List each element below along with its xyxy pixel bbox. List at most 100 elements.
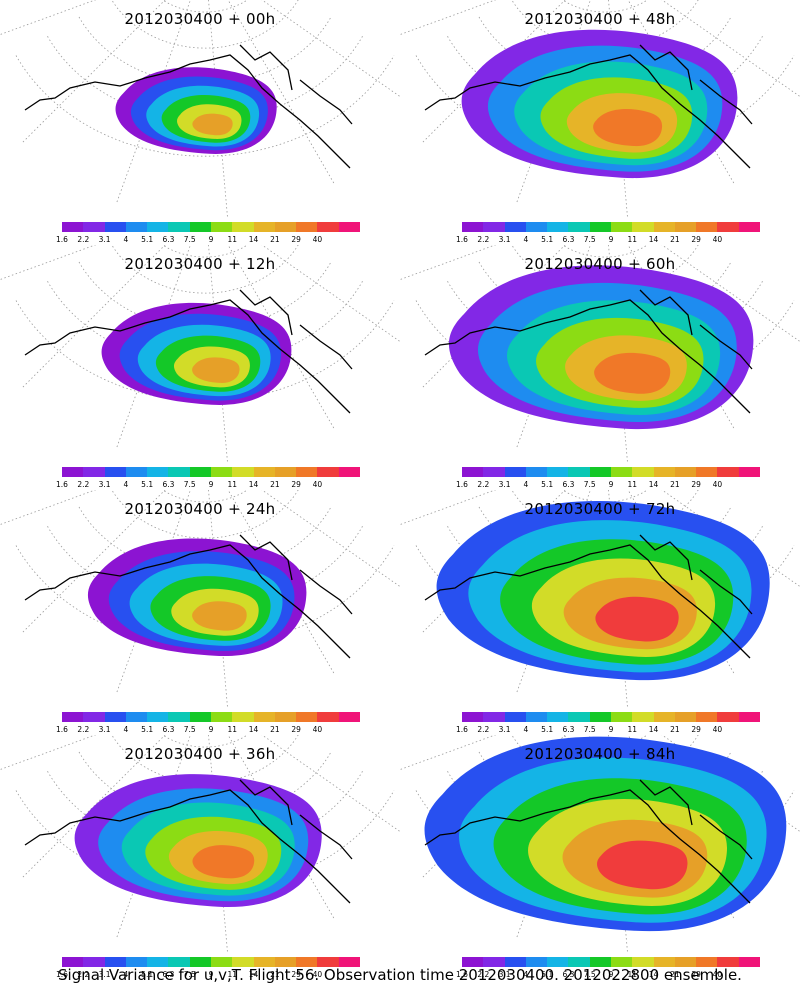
colorbar-tick-label: 40 <box>312 480 323 489</box>
colorbar-swatch <box>147 957 169 967</box>
colorbar-swatch <box>674 467 697 477</box>
colorbar-tick-label: 2.2 <box>77 480 90 489</box>
colorbar-ticks: 1.6 2.2 3.1 4 5.1 6.3 7.5 9 11 14 21 29 40 <box>56 970 360 980</box>
colorbar-tick-label: 1.6 <box>456 480 468 489</box>
colorbar-tick-label: 14 <box>248 235 259 244</box>
colorbar-swatch <box>338 222 360 232</box>
colorbar-tick-label: 2.2 <box>77 235 90 244</box>
colorbar-tick-label: 11 <box>627 480 638 489</box>
variance-contour <box>595 596 679 642</box>
colorbar-swatch <box>632 222 654 232</box>
colorbar-ticks: 1.6 2.2 3.1 4 5.1 6.3 7.5 9 11 14 21 29 40 <box>456 480 760 490</box>
colorbar-tick-label: 40 <box>312 725 323 734</box>
colorbar-tick-label: 7.5 <box>183 480 196 489</box>
colorbar-tick-label: 3.1 <box>98 235 111 244</box>
colorbar-tick-label: 1.6 <box>456 970 468 979</box>
colorbar-tick-label: 5.1 <box>541 235 554 244</box>
coastline <box>24 534 353 659</box>
colorbar-swatch <box>253 712 275 722</box>
colorbar-swatch <box>232 712 254 722</box>
panel-title: 2012030400 + 84h <box>524 745 676 763</box>
colorbar-swatch <box>525 957 548 967</box>
colorbar-swatch <box>253 467 275 477</box>
colorbar-tick-label: 7.5 <box>583 970 596 979</box>
colorbar-swatch <box>168 957 190 967</box>
map-panel: 2012030400 + 60h 1.6 2.2 3.1 4 5.1 6.3 7.5 9 11 14… <box>400 245 800 490</box>
colorbar-swatch <box>125 467 148 477</box>
colorbar-swatch <box>568 222 590 232</box>
colorbar-swatch <box>125 957 148 967</box>
colorbar-tick-label: 21 <box>270 970 280 979</box>
colorbar-tick-label: 5.1 <box>141 235 154 244</box>
variance-field <box>115 67 277 154</box>
polar-projection-map <box>400 0 800 220</box>
colorbar-tick-label: 29 <box>691 725 701 734</box>
colorbar-tick-label: 14 <box>648 970 659 979</box>
colorbar <box>62 467 360 477</box>
colorbar-tick-label: 3.1 <box>498 480 511 489</box>
colorbar-swatch <box>104 222 126 232</box>
colorbar-swatch <box>738 222 760 232</box>
panel-title: 2012030400 + 24h <box>124 500 276 518</box>
colorbar-swatch <box>674 957 697 967</box>
coastline <box>24 44 353 169</box>
colorbar-swatch <box>738 712 760 722</box>
colorbar-swatch <box>483 222 505 232</box>
colorbar-tick-label: 2.2 <box>477 480 490 489</box>
colorbar-swatch <box>274 467 297 477</box>
colorbar-swatch <box>210 712 233 722</box>
colorbar-swatch <box>589 957 611 967</box>
colorbar-swatch <box>104 467 126 477</box>
colorbar-swatch <box>189 957 211 967</box>
colorbar-tick-label: 11 <box>627 725 638 734</box>
colorbar-swatch <box>210 957 233 967</box>
colorbar-swatch <box>610 222 633 232</box>
colorbar-ticks: 1.6 2.2 3.1 4 5.1 6.3 7.5 9 11 14 21 29 40 <box>56 480 360 490</box>
colorbar-swatch <box>168 467 190 477</box>
map-panel: 2012030400 + 72h 1.6 2.2 3.1 4 5.1 6.3 7.5 9 11 14… <box>400 490 800 735</box>
colorbar-swatch <box>504 467 526 477</box>
colorbar-tick-label: 1.6 <box>56 235 68 244</box>
colorbar-ticks: 1.6 2.2 3.1 4 5.1 6.3 7.5 9 11 14 21 29 40 <box>456 970 760 980</box>
map-panel: 2012030400 + 12h 1.6 2.2 3.1 4 5.1 6.3 7.5 9 11 14… <box>0 245 400 490</box>
variance-contour <box>192 601 247 631</box>
colorbar-swatch <box>696 712 718 722</box>
colorbar-swatch <box>462 222 484 232</box>
polar-projection-map <box>0 0 400 220</box>
colorbar-ticks: 1.6 2.2 3.1 4 5.1 6.3 7.5 9 11 14 21 29 40 <box>456 725 760 735</box>
colorbar-ticks: 1.6 2.2 3.1 4 5.1 6.3 7.5 9 11 14 21 29 40 <box>56 235 360 245</box>
colorbar-swatch <box>338 957 360 967</box>
colorbar-tick-label: 6.3 <box>162 480 175 489</box>
colorbar-swatch <box>253 957 275 967</box>
colorbar-swatch <box>653 712 675 722</box>
colorbar-tick-label: 7.5 <box>583 480 596 489</box>
colorbar-tick-label: 2.2 <box>477 235 490 244</box>
colorbar-swatch <box>274 957 297 967</box>
colorbar-swatch <box>589 712 611 722</box>
colorbar-swatch <box>62 712 84 722</box>
colorbar <box>462 957 760 967</box>
colorbar-tick-label: 2.2 <box>77 725 90 734</box>
colorbar-tick-label: 1.6 <box>456 725 468 734</box>
colorbar-swatch <box>525 712 548 722</box>
colorbar-tick-label: 29 <box>291 725 301 734</box>
colorbar-swatch <box>83 222 105 232</box>
colorbar-tick-label: 14 <box>648 235 659 244</box>
colorbar-swatch <box>296 957 318 967</box>
colorbar-swatch <box>274 222 297 232</box>
colorbar-tick-label: 7.5 <box>583 235 596 244</box>
colorbar-swatch <box>168 712 190 722</box>
colorbar-swatch <box>168 222 190 232</box>
colorbar-swatch <box>525 222 548 232</box>
coastline <box>424 779 753 904</box>
colorbar-tick-label: 40 <box>712 480 723 489</box>
colorbar-swatch <box>462 712 484 722</box>
colorbar-swatch <box>504 957 526 967</box>
panel-title: 2012030400 + 00h <box>124 10 276 28</box>
colorbar-swatch <box>83 467 105 477</box>
colorbar-swatch <box>717 957 739 967</box>
colorbar-swatch <box>717 712 739 722</box>
colorbar <box>62 957 360 967</box>
variance-field <box>424 736 787 932</box>
colorbar-swatch <box>483 467 505 477</box>
